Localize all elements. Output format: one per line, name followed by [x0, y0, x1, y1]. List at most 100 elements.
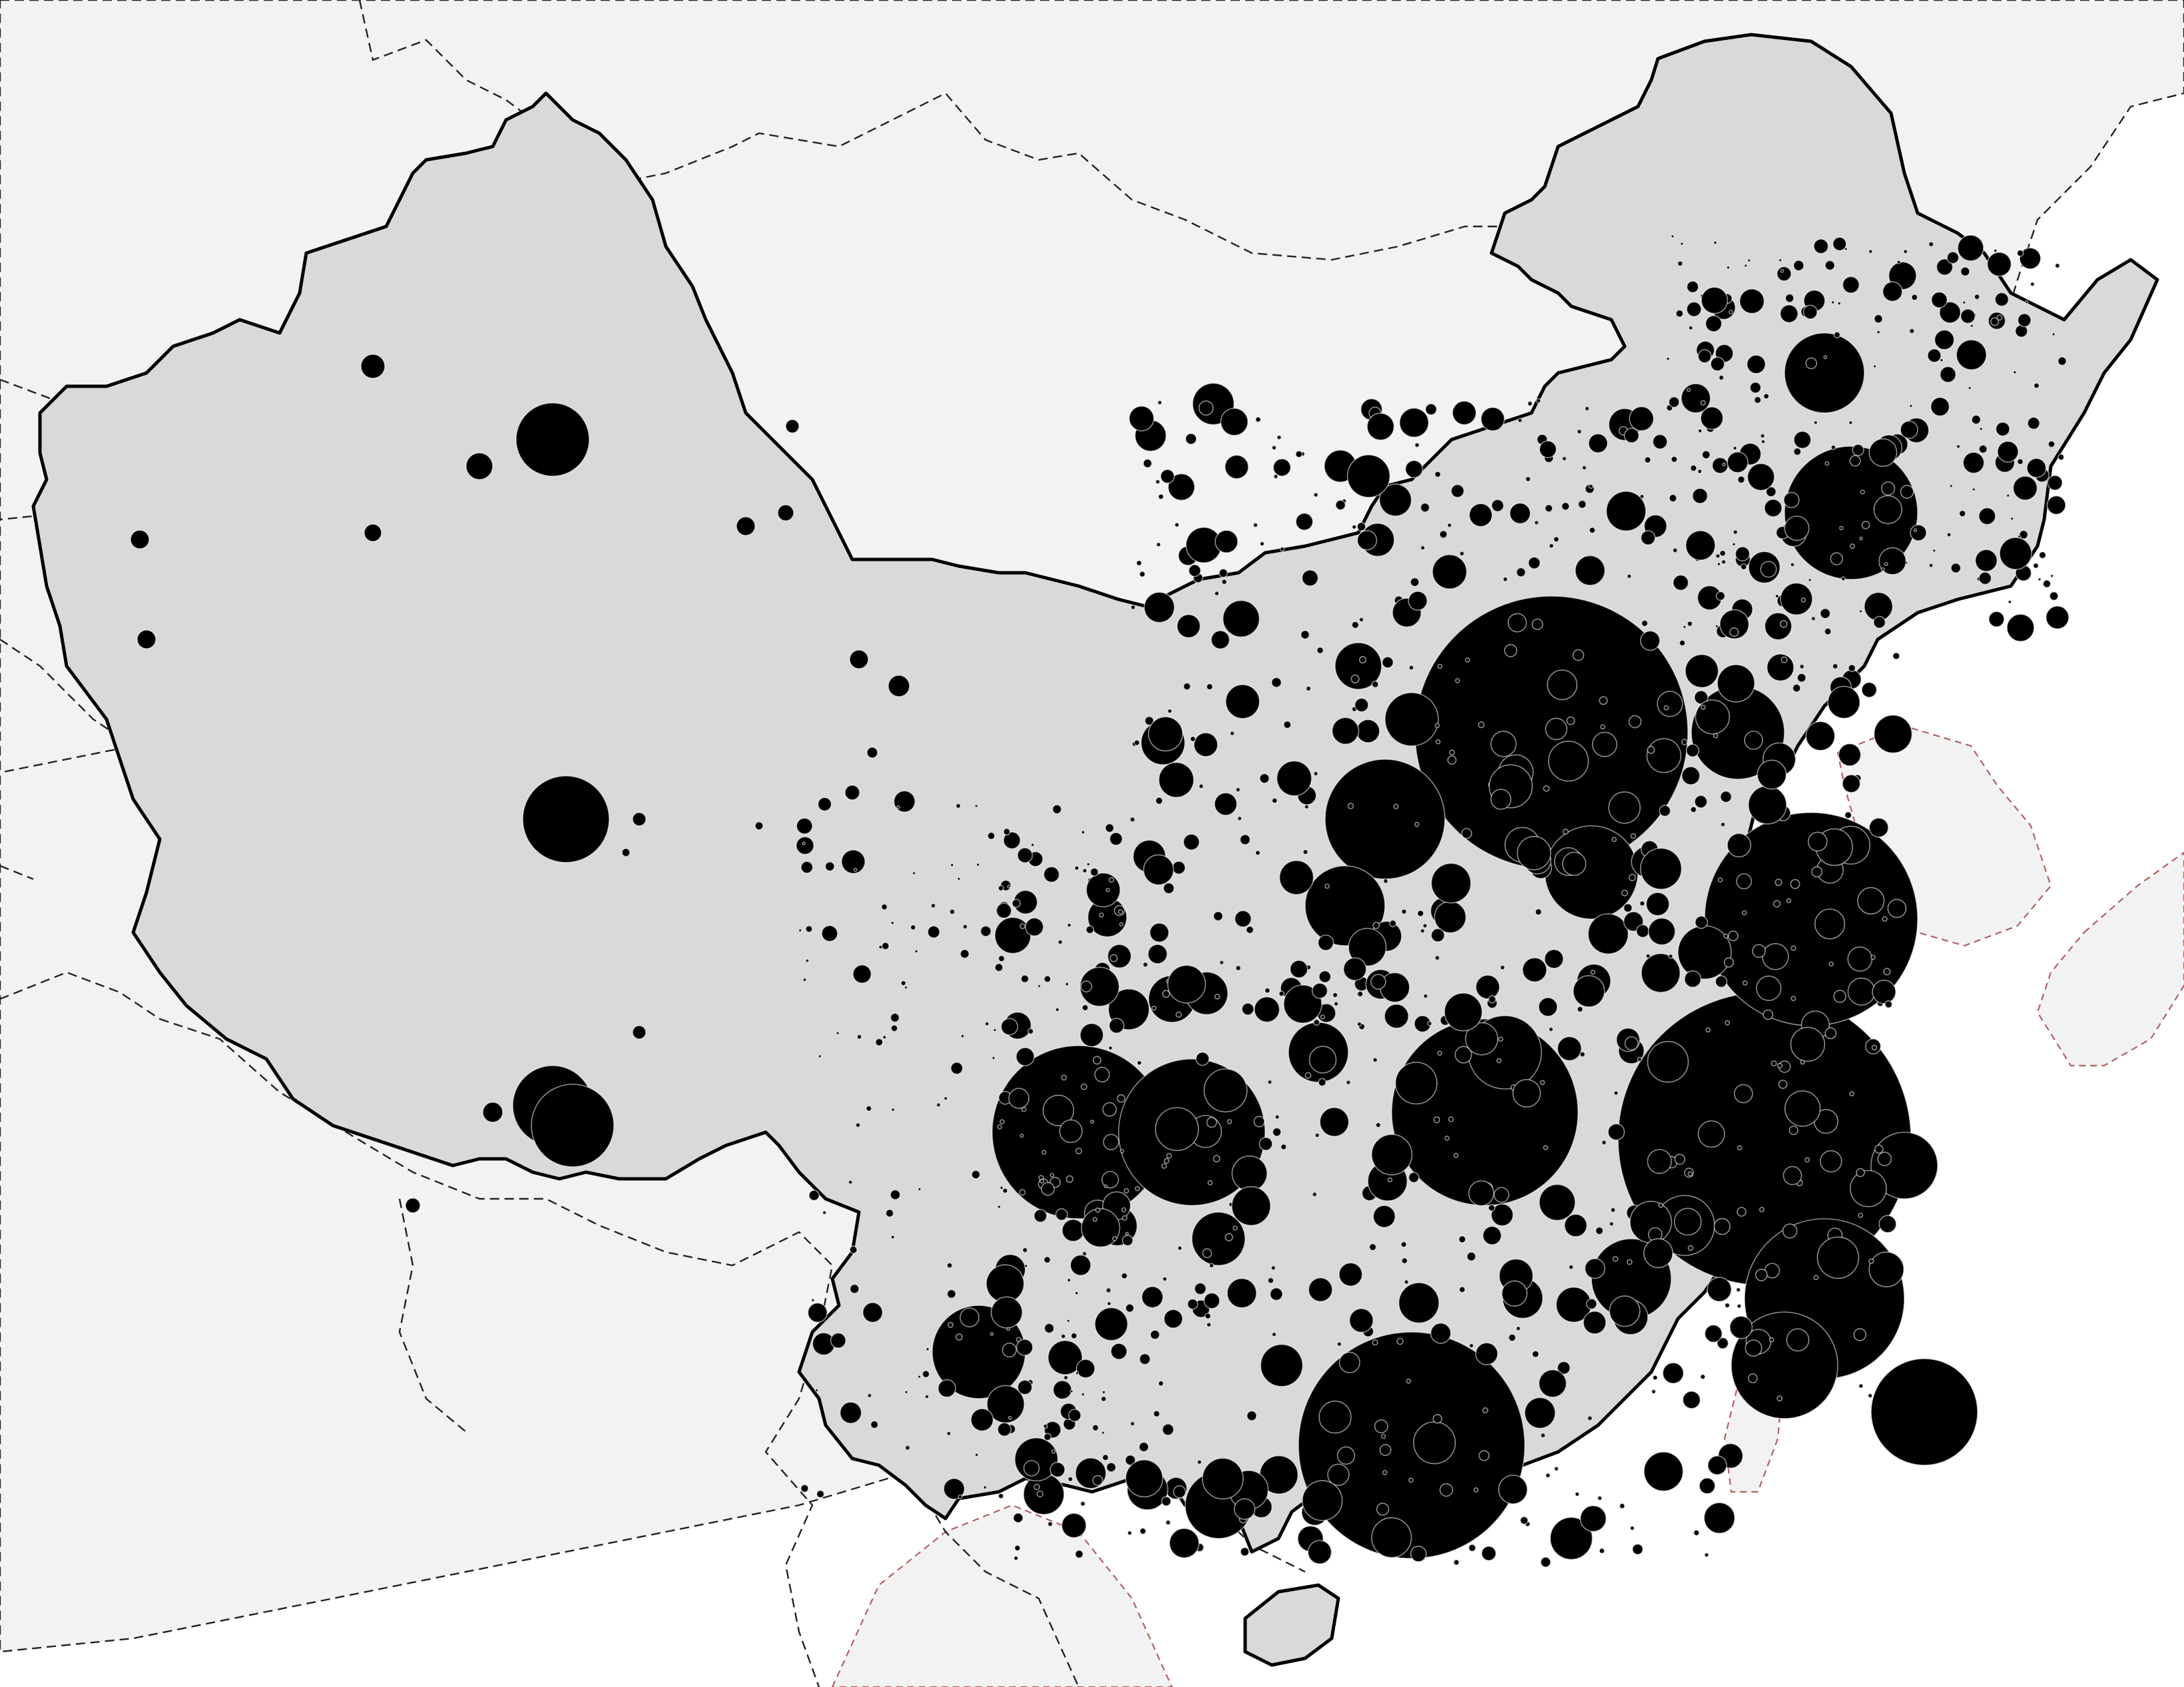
symbol-circle [1774, 593, 1780, 599]
symbol-circle [816, 1490, 825, 1499]
symbol-circle [2012, 370, 2017, 374]
symbol-circle [1070, 1332, 1078, 1339]
symbol-circle [1121, 1207, 1127, 1213]
symbol-circle [1085, 925, 1095, 934]
symbol-circle [1118, 909, 1123, 914]
symbol-circle [890, 1189, 901, 1200]
symbol-circle [531, 1084, 615, 1168]
symbol-circle [962, 924, 968, 930]
symbol-circle [1258, 1137, 1273, 1152]
symbol-circle [2048, 440, 2055, 448]
symbol-circle [1978, 571, 1992, 585]
symbol-circle [1699, 1477, 1716, 1495]
symbol-circle [1125, 1303, 1135, 1313]
symbol-circle [959, 1307, 980, 1328]
symbol-circle [999, 1119, 1005, 1125]
symbol-circle [1647, 1041, 1689, 1083]
symbol-circle [1069, 1389, 1074, 1393]
symbol-circle [1453, 1153, 1459, 1158]
symbol-circle [1068, 1409, 1082, 1423]
symbol-circle [1673, 1207, 1702, 1236]
symbol-circle [1584, 406, 1590, 412]
symbol-circle [1910, 524, 1927, 541]
symbol-circle [1733, 446, 1737, 451]
symbol-circle [1763, 1009, 1774, 1020]
symbol-circle [1430, 928, 1446, 942]
symbol-circle [1065, 1175, 1074, 1183]
symbol-circle [1790, 945, 1796, 951]
symbol-circle [1187, 1298, 1199, 1310]
symbol-circle [2032, 562, 2040, 569]
symbol-circle [1378, 483, 1412, 517]
symbol-circle [1066, 1319, 1071, 1323]
symbol-circle [1295, 512, 1314, 531]
symbol-circle [1641, 953, 1681, 993]
symbol-circle [917, 1375, 922, 1379]
symbol-circle [1195, 1052, 1210, 1066]
symbol-circle [1371, 1134, 1413, 1176]
symbol-circle [1382, 878, 1389, 884]
symbol-circle [1811, 866, 1823, 878]
symbol-circle [1545, 717, 1567, 741]
symbol-circle [1507, 613, 1527, 633]
symbol-circle [1081, 1392, 1085, 1397]
symbol-circle [1562, 851, 1587, 876]
symbol-circle [1014, 1544, 1021, 1552]
symbol-circle [632, 812, 647, 827]
symbol-circle [1608, 791, 1641, 824]
symbol-circle [1240, 1546, 1250, 1556]
symbol-circle [1408, 591, 1428, 611]
symbol-circle [1700, 406, 1724, 430]
symbol-circle [1562, 828, 1569, 835]
symbol-circle [814, 1388, 819, 1393]
symbol-circle [1043, 1433, 1052, 1441]
symbol-circle [1232, 1225, 1238, 1231]
symbol-circle [1183, 833, 1201, 851]
symbol-circle [1837, 301, 1842, 306]
symbol-circle [1543, 948, 1564, 969]
symbol-circle [1810, 615, 1816, 621]
symbol-circle [1796, 673, 1806, 683]
symbol-circle [1723, 957, 1735, 968]
symbol-circle [1856, 1168, 1865, 1178]
symbol-circle [1784, 332, 1865, 414]
symbol-circle [1780, 582, 1813, 615]
symbol-circle [1332, 992, 1338, 998]
symbol-circle [1001, 1342, 1017, 1358]
symbol-circle [1540, 1433, 1546, 1439]
symbol-circle [1135, 559, 1143, 567]
symbol-circle [841, 849, 866, 874]
symbol-circle [1143, 591, 1175, 623]
symbol-circle [1908, 328, 1915, 334]
symbol-circle [1687, 621, 1693, 627]
symbol-circle [997, 1422, 1012, 1437]
symbol-circle [1805, 357, 1818, 370]
symbol-circle [1229, 731, 1235, 737]
symbol-circle [1874, 314, 1884, 324]
symbol-circle [1993, 248, 1998, 253]
symbol-circle [979, 925, 992, 937]
symbol-circle [1956, 339, 1987, 371]
symbol-circle [1833, 990, 1847, 1003]
symbol-circle [1717, 877, 1723, 882]
symbol-circle [1101, 1171, 1119, 1189]
symbol-circle [1799, 663, 1805, 669]
symbol-circle [1581, 465, 1587, 471]
symbol-circle [405, 1197, 421, 1213]
symbol-circle [1519, 1516, 1529, 1525]
symbol-circle [1543, 785, 1550, 792]
symbol-circle [1877, 1152, 1892, 1166]
symbol-circle [1095, 1207, 1101, 1213]
neighbor-land-southeast [831, 1504, 1173, 1687]
symbol-circle [1270, 1265, 1276, 1271]
symbol-circle [1408, 665, 1414, 671]
symbol-circle [1091, 1424, 1099, 1432]
symbol-circle [1000, 1018, 1019, 1036]
symbol-circle [1727, 451, 1749, 474]
symbol-circle [1466, 1251, 1476, 1261]
symbol-circle [1370, 974, 1386, 990]
symbol-circle [881, 942, 890, 950]
symbol-circle [1509, 502, 1531, 524]
symbol-circle [1739, 288, 1765, 314]
